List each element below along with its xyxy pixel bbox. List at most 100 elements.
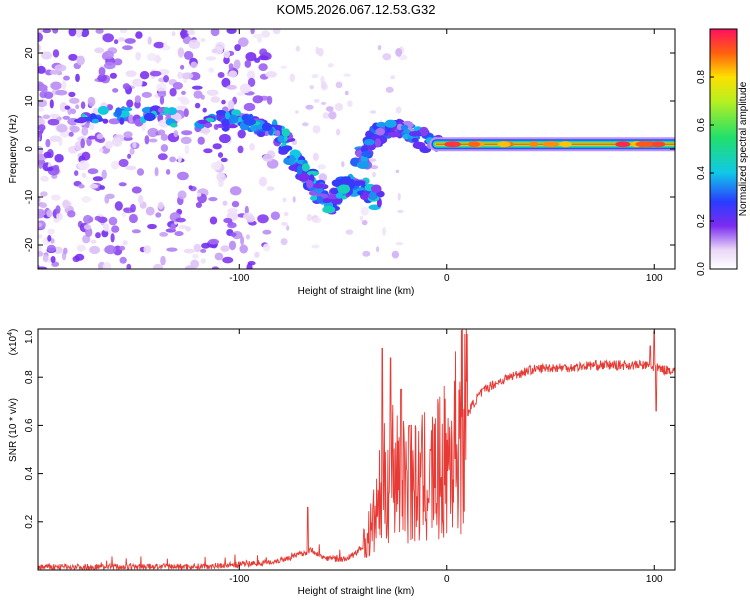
track-blob <box>231 109 242 117</box>
track-blob <box>306 170 320 176</box>
noise-blob <box>38 196 41 203</box>
noise-blob <box>227 222 237 229</box>
track-blob <box>352 180 366 186</box>
noise-blob <box>317 47 324 57</box>
noise-blob <box>88 135 96 140</box>
noise-blob <box>282 197 287 203</box>
track-blob <box>91 118 100 124</box>
noise-blob <box>395 106 402 114</box>
noise-blob <box>208 197 218 202</box>
noise-blob <box>80 138 85 149</box>
noise-blob <box>391 250 400 259</box>
noise-blob <box>199 127 211 134</box>
noise-blob <box>119 256 127 264</box>
noise-blob <box>246 263 253 269</box>
x-tick-label: -100 <box>229 273 249 284</box>
track-blob <box>310 195 318 201</box>
noise-blob <box>174 231 184 237</box>
noise-blob <box>254 57 261 63</box>
noise-blob <box>104 245 117 255</box>
noise-blob <box>180 64 185 70</box>
noise-blob <box>263 243 271 252</box>
noise-blob <box>80 101 86 109</box>
noise-blob <box>38 266 48 269</box>
noise-blob <box>252 95 264 104</box>
noise-blob <box>222 200 228 206</box>
carrier-hotspot <box>497 141 511 148</box>
noise-blob <box>228 63 234 71</box>
track-blob <box>403 129 411 134</box>
noise-blob <box>226 29 237 34</box>
noise-blob <box>117 37 126 42</box>
colorbar-tick-label: 0.2 <box>696 214 707 228</box>
noise-blob <box>83 214 93 224</box>
track-blob <box>400 124 409 130</box>
noise-blob <box>159 95 165 105</box>
track-blob <box>77 116 86 124</box>
noise-blob <box>317 164 327 170</box>
noise-blob <box>135 51 142 61</box>
noise-blob <box>227 208 238 214</box>
noise-blob <box>135 31 143 39</box>
noise-blob <box>81 126 89 136</box>
noise-blob <box>223 217 233 224</box>
noise-blob <box>220 245 230 252</box>
noise-blob <box>211 266 219 269</box>
noise-blob <box>212 143 222 150</box>
noise-blob <box>223 50 231 59</box>
noise-blob <box>370 110 377 114</box>
track-blob <box>115 107 122 117</box>
noise-blob <box>153 263 163 269</box>
noise-blob <box>46 244 56 252</box>
noise-blob <box>177 47 185 58</box>
noise-blob <box>38 43 41 53</box>
track-blob <box>356 161 370 170</box>
noise-blob <box>155 212 162 218</box>
noise-blob <box>177 171 189 181</box>
noise-blob <box>119 29 128 34</box>
noise-blob <box>206 89 219 96</box>
noise-blob <box>38 132 43 138</box>
noise-blob <box>132 141 137 149</box>
noise-blob <box>55 89 68 96</box>
noise-blob <box>295 110 299 114</box>
spectrogram-x-label: Height of straight line (km) <box>298 286 415 297</box>
noise-blob <box>347 100 353 107</box>
track-blob <box>281 128 291 137</box>
noise-blob <box>320 75 325 85</box>
noise-blob <box>280 238 288 246</box>
noise-blob <box>312 152 319 161</box>
track-blob <box>375 127 386 136</box>
carrier-hotspot <box>651 141 666 148</box>
noise-blob <box>46 166 54 172</box>
noise-blob <box>149 70 162 77</box>
noise-blob <box>169 87 177 97</box>
noise-blob <box>295 45 301 52</box>
noise-blob <box>240 39 249 45</box>
noise-blob <box>141 91 152 98</box>
noise-blob <box>89 245 101 255</box>
noise-blob <box>370 165 379 170</box>
noise-blob <box>47 228 55 235</box>
noise-blob <box>361 220 368 226</box>
track-blob <box>205 117 215 123</box>
noise-blob <box>181 90 186 95</box>
noise-blob <box>114 201 123 211</box>
noise-blob <box>76 244 86 252</box>
track-blob <box>275 130 281 137</box>
noise-blob <box>144 135 150 145</box>
noise-blob <box>87 168 99 175</box>
noise-blob <box>272 29 281 35</box>
noise-blob <box>177 71 183 79</box>
noise-blob <box>184 144 190 155</box>
noise-blob <box>131 229 141 234</box>
noise-blob <box>49 113 60 119</box>
spectrogram-y-label: Frequency (Hz) <box>8 115 19 184</box>
noise-blob <box>111 137 123 147</box>
track-blob <box>335 192 343 199</box>
noise-blob <box>245 234 250 240</box>
carrier-hotspot <box>615 141 631 148</box>
noise-blob <box>75 73 80 83</box>
track-blob <box>363 139 375 146</box>
